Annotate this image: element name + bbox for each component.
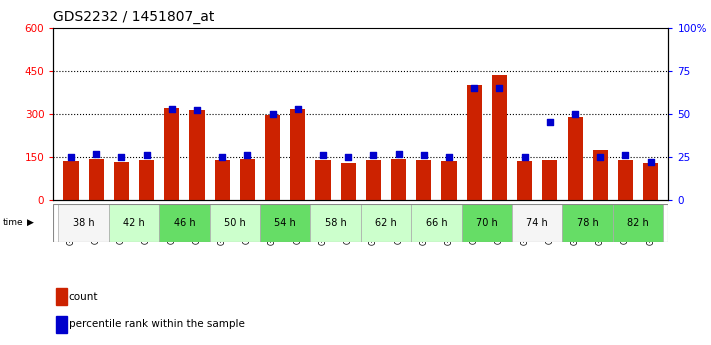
Bar [466, 85, 482, 200]
Text: 74 h: 74 h [526, 218, 548, 227]
Point [217, 154, 228, 160]
Bar [316, 160, 331, 200]
Bar [461, 204, 512, 241]
Bar [366, 160, 381, 200]
Bar [58, 204, 109, 241]
Point [544, 120, 555, 125]
Text: 58 h: 58 h [325, 218, 346, 227]
Bar [416, 160, 432, 200]
Bar [593, 150, 608, 200]
Bar [139, 160, 154, 200]
Point [317, 152, 328, 158]
Bar [567, 117, 582, 200]
Point [242, 152, 253, 158]
Point [645, 159, 656, 165]
Point [570, 111, 581, 117]
Point [292, 106, 304, 111]
Text: 70 h: 70 h [476, 218, 498, 227]
Bar [562, 204, 613, 241]
Point [620, 152, 631, 158]
Text: ▶: ▶ [27, 218, 34, 227]
Point [368, 152, 379, 158]
Bar [240, 159, 255, 200]
Text: 46 h: 46 h [173, 218, 196, 227]
Text: time: time [3, 218, 23, 227]
Bar [360, 204, 411, 241]
Text: count: count [69, 292, 98, 302]
Bar [56, 316, 68, 333]
Bar [290, 109, 306, 200]
Point [444, 154, 455, 160]
Bar [613, 204, 663, 241]
Point [116, 154, 127, 160]
Bar [260, 204, 311, 241]
Bar [492, 75, 507, 200]
Bar [210, 204, 260, 241]
Bar [89, 159, 104, 200]
Bar [109, 204, 159, 241]
Point [519, 154, 530, 160]
Point [65, 154, 77, 160]
Bar [265, 115, 280, 200]
Bar [517, 161, 533, 200]
Bar [512, 204, 562, 241]
Point [594, 154, 606, 160]
Text: 50 h: 50 h [224, 218, 246, 227]
Text: GDS2232 / 1451807_at: GDS2232 / 1451807_at [53, 10, 215, 24]
Bar [215, 160, 230, 200]
Text: 42 h: 42 h [123, 218, 145, 227]
Text: 62 h: 62 h [375, 218, 397, 227]
Bar [114, 162, 129, 200]
Bar [442, 161, 456, 200]
Bar [63, 161, 78, 200]
Bar [159, 204, 210, 241]
Point [141, 152, 152, 158]
Text: 38 h: 38 h [73, 218, 95, 227]
Bar [189, 110, 205, 200]
Point [267, 111, 278, 117]
Point [493, 85, 505, 91]
Bar [341, 163, 356, 200]
Point [166, 106, 178, 111]
Text: 78 h: 78 h [577, 218, 599, 227]
Bar [56, 288, 68, 305]
Text: 82 h: 82 h [627, 218, 649, 227]
Point [343, 154, 354, 160]
Text: 66 h: 66 h [426, 218, 447, 227]
Bar [542, 160, 557, 200]
Point [191, 108, 203, 113]
Bar [311, 204, 360, 241]
Text: percentile rank within the sample: percentile rank within the sample [69, 319, 245, 329]
Point [418, 152, 429, 158]
Point [393, 151, 405, 156]
Bar [391, 159, 406, 200]
Bar [643, 163, 658, 200]
Text: 54 h: 54 h [274, 218, 296, 227]
Bar [411, 204, 461, 241]
Point [90, 151, 102, 156]
Bar [164, 108, 179, 200]
Bar [618, 160, 633, 200]
Point [469, 85, 480, 91]
